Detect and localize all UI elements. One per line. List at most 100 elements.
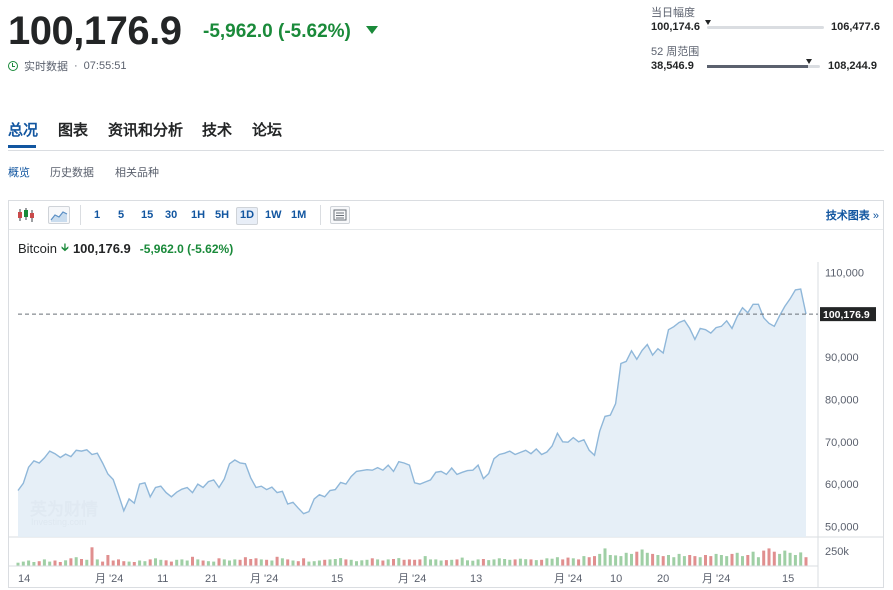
y-tick-label: 60,000 bbox=[825, 479, 859, 491]
volume-bar bbox=[191, 556, 194, 566]
volume-bar bbox=[53, 560, 57, 566]
subtab-related-instruments[interactable]: 相关品种 bbox=[115, 167, 159, 179]
candlestick-icon[interactable] bbox=[15, 205, 37, 225]
x-tick-label: 月 '24 bbox=[250, 573, 278, 585]
subtab-summary[interactable]: 概览 bbox=[8, 167, 30, 179]
volume-bar bbox=[180, 559, 184, 566]
x-tick-label: 13 bbox=[470, 573, 482, 585]
current-price-tag bbox=[820, 307, 876, 322]
y-tick-label: 90,000 bbox=[825, 352, 859, 364]
volume-bar bbox=[106, 555, 110, 566]
volume-bar bbox=[243, 557, 247, 566]
technical-chart-link[interactable]: 技术图表 » bbox=[826, 207, 879, 223]
volume-bar bbox=[286, 559, 290, 566]
volume-bar bbox=[545, 558, 549, 566]
volume-bar bbox=[503, 559, 507, 566]
week52-range-bar bbox=[707, 65, 820, 68]
volume-bar bbox=[365, 559, 369, 566]
tab-technical[interactable]: 技术 bbox=[202, 122, 233, 139]
volume-bar bbox=[561, 559, 565, 566]
volume-bar bbox=[370, 558, 374, 566]
volume-bar bbox=[138, 560, 142, 566]
interval-15min-button[interactable]: 15 bbox=[141, 209, 154, 221]
volume-bar bbox=[518, 558, 522, 566]
volume-bar bbox=[280, 558, 284, 566]
volume-bar bbox=[117, 559, 120, 566]
interval-1h-button[interactable]: 1H bbox=[191, 209, 206, 221]
legend-instrument-name: Bitcoin bbox=[18, 241, 58, 256]
volume-bar bbox=[492, 559, 496, 566]
volume-bar bbox=[714, 553, 718, 566]
volume-bar bbox=[460, 557, 464, 566]
chart-settings-icon[interactable] bbox=[330, 206, 350, 224]
volume-bar bbox=[762, 550, 766, 566]
tab-news-analysis[interactable]: 资讯和分析 bbox=[108, 122, 184, 139]
volume-bar bbox=[48, 561, 52, 566]
volume-bar bbox=[767, 548, 771, 566]
volume-bar bbox=[423, 556, 427, 566]
volume-bar bbox=[37, 561, 41, 566]
volume-bar bbox=[302, 558, 306, 566]
triangle-down-icon bbox=[366, 25, 379, 34]
volume-bar bbox=[397, 558, 401, 566]
interval-1m-button[interactable]: 1M bbox=[291, 209, 307, 221]
tab-forum[interactable]: 论坛 bbox=[252, 122, 283, 139]
interval-30min-button[interactable]: 30 bbox=[165, 209, 178, 221]
volume-bar bbox=[74, 557, 78, 566]
volume-bar bbox=[725, 556, 729, 566]
interval-5min-button[interactable]: 5 bbox=[118, 209, 125, 221]
volume-bar bbox=[466, 560, 469, 566]
volume-bar bbox=[339, 558, 343, 566]
area-chart-icon[interactable] bbox=[48, 206, 70, 224]
volume-bar bbox=[296, 561, 300, 566]
y-tick-label: 70,000 bbox=[825, 437, 859, 449]
volume-bar bbox=[804, 557, 808, 566]
volume-bar bbox=[630, 553, 633, 566]
subtab-historical-data[interactable]: 历史数据 bbox=[50, 167, 94, 179]
volume-bar bbox=[222, 559, 226, 566]
volume-bar bbox=[661, 556, 665, 566]
volume-bar bbox=[275, 556, 279, 566]
x-tick-label: 月 '24 bbox=[398, 573, 426, 585]
volume-bar bbox=[598, 553, 602, 566]
volume-bar bbox=[793, 555, 797, 566]
x-tick-label: 月 '24 bbox=[702, 573, 730, 585]
volume-bar bbox=[328, 559, 332, 566]
volume-bar bbox=[476, 559, 480, 566]
volume-bar bbox=[778, 553, 782, 566]
volume-bar bbox=[672, 557, 676, 566]
volume-bar bbox=[64, 560, 68, 566]
interval-1min-button[interactable]: 1 bbox=[94, 209, 101, 221]
volume-bar bbox=[540, 559, 544, 566]
last-price: 100,176.9 bbox=[8, 9, 182, 53]
tab-chart[interactable]: 图表 bbox=[58, 122, 89, 139]
volume-bar bbox=[217, 558, 221, 566]
interval-1d-button[interactable]: 1D bbox=[236, 207, 259, 225]
volume-bar bbox=[513, 559, 517, 566]
y-tick-label: 80,000 bbox=[825, 395, 859, 407]
x-tick-label: 20 bbox=[657, 573, 669, 585]
tab-overview[interactable]: 总况 bbox=[8, 122, 39, 139]
volume-bar bbox=[667, 555, 670, 566]
interval-5h-button[interactable]: 5H bbox=[215, 209, 230, 221]
volume-bar bbox=[95, 559, 99, 566]
volume-bar bbox=[555, 557, 559, 566]
volume-bar bbox=[80, 559, 83, 566]
volume-bar bbox=[487, 560, 491, 566]
volume-bar bbox=[524, 559, 528, 566]
y-tick-label: 50,000 bbox=[825, 521, 859, 533]
volume-bar bbox=[481, 559, 485, 566]
volume-bar bbox=[392, 559, 395, 566]
volume-bar bbox=[471, 560, 475, 566]
price-change: -5,962.0 (-5.62%) bbox=[203, 20, 379, 44]
day-range-bar bbox=[707, 26, 824, 29]
volume-bar bbox=[587, 557, 591, 566]
interval-1w-button[interactable]: 1W bbox=[265, 209, 282, 221]
volume-bar bbox=[323, 559, 327, 566]
x-tick-label: 15 bbox=[331, 573, 343, 585]
volume-axis-label: 250k bbox=[825, 546, 849, 558]
volume-bar bbox=[201, 560, 205, 566]
volume-bar bbox=[196, 559, 200, 566]
volume-bar bbox=[529, 559, 533, 566]
